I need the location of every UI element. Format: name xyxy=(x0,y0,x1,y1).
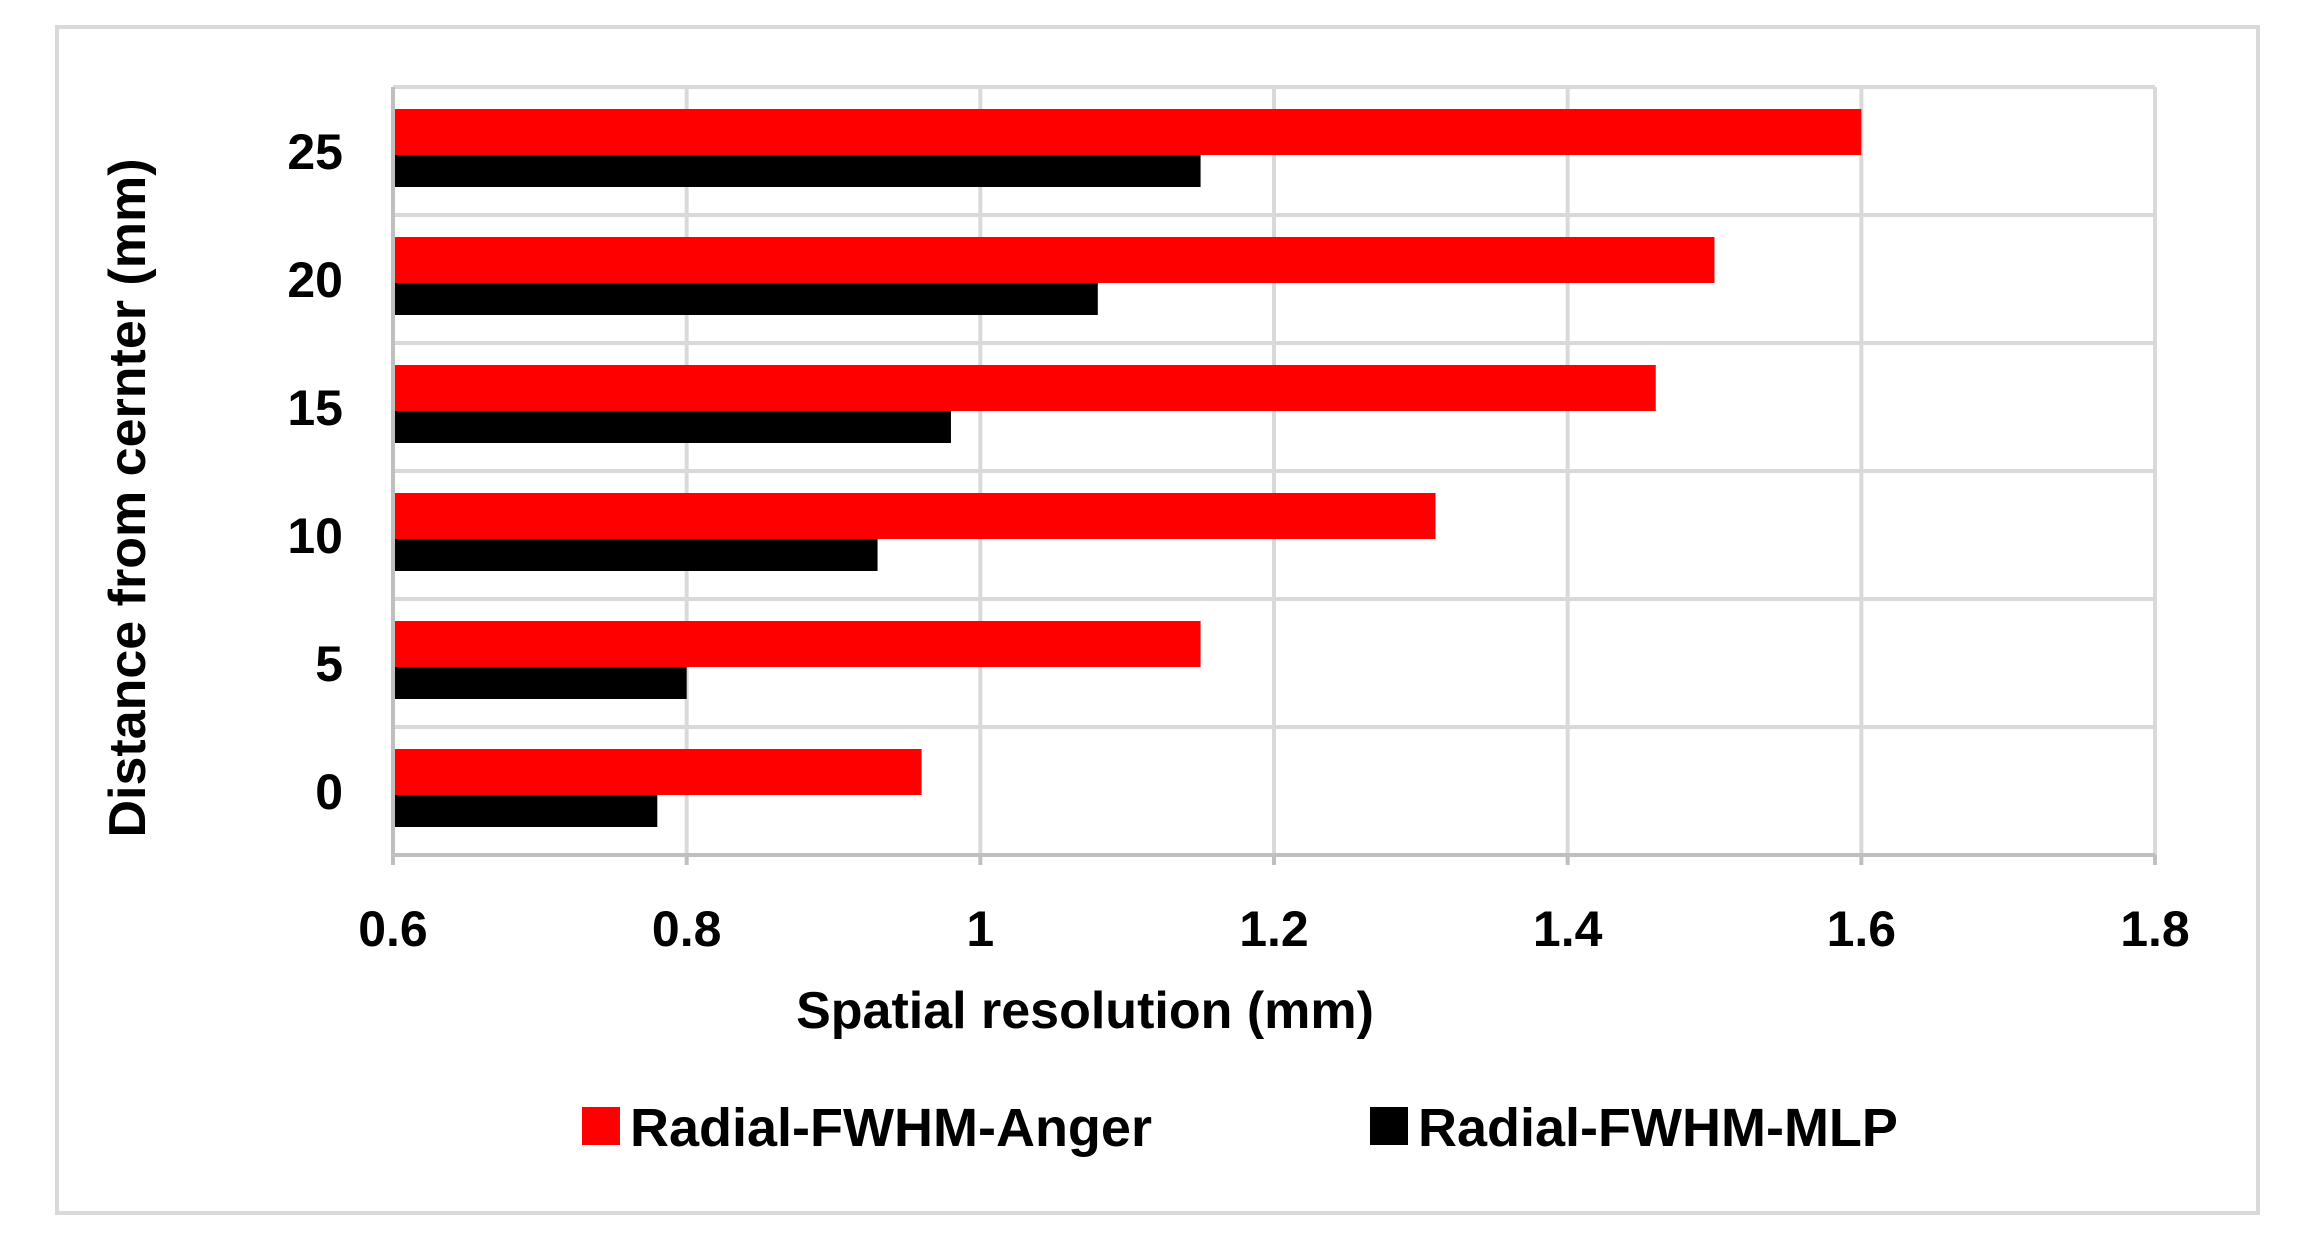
tick-labels: 0.6 0.8 1 1.2 1.4 1.6 1.8 0 5 10 15 20 25 xyxy=(287,124,2189,957)
x-tick-label: 0.8 xyxy=(652,901,722,957)
bar-mlp xyxy=(393,283,1098,315)
x-tick-label: 0.6 xyxy=(358,901,428,957)
legend-swatch-mlp xyxy=(1370,1107,1408,1145)
y-tick-label: 25 xyxy=(287,124,343,180)
x-tick-label: 1.2 xyxy=(1239,901,1309,957)
legend: Radial-FWHM-Anger Radial-FWHM-MLP xyxy=(582,1098,1898,1158)
grid-lines xyxy=(393,85,2157,855)
y-tick-label: 15 xyxy=(287,380,343,436)
bar-mlp xyxy=(393,667,687,699)
legend-label-anger: Radial-FWHM-Anger xyxy=(630,1098,1152,1158)
bar-anger xyxy=(393,749,922,795)
bar-anger xyxy=(393,493,1436,539)
x-tick-label: 1.8 xyxy=(2120,901,2190,957)
bar-mlp xyxy=(393,411,951,443)
y-tick-label: 0 xyxy=(315,764,343,820)
x-axis-title: Spatial resolution (mm) xyxy=(796,982,1374,1040)
bar-mlp xyxy=(393,155,1201,187)
axes xyxy=(391,87,2157,865)
x-tick-label: 1 xyxy=(966,901,994,957)
chart-frame xyxy=(55,25,2260,1215)
y-tick-label: 5 xyxy=(315,636,343,692)
y-tick-label: 10 xyxy=(287,508,343,564)
bar-mlp xyxy=(393,539,878,571)
bar-anger xyxy=(393,365,1656,411)
bar-anger xyxy=(393,109,1862,155)
bar-mlp xyxy=(393,795,658,827)
legend-label-mlp: Radial-FWHM-MLP xyxy=(1418,1098,1898,1158)
x-tick-label: 1.4 xyxy=(1533,901,1603,957)
legend-swatch-anger xyxy=(582,1107,620,1145)
bar-anger xyxy=(393,621,1201,667)
bar-anger xyxy=(393,237,1715,283)
bars xyxy=(393,109,1862,827)
y-tick-label: 20 xyxy=(287,252,343,308)
x-tick-label: 1.6 xyxy=(1827,901,1897,957)
y-axis-title: Distance from cernter (mm) xyxy=(99,158,157,837)
